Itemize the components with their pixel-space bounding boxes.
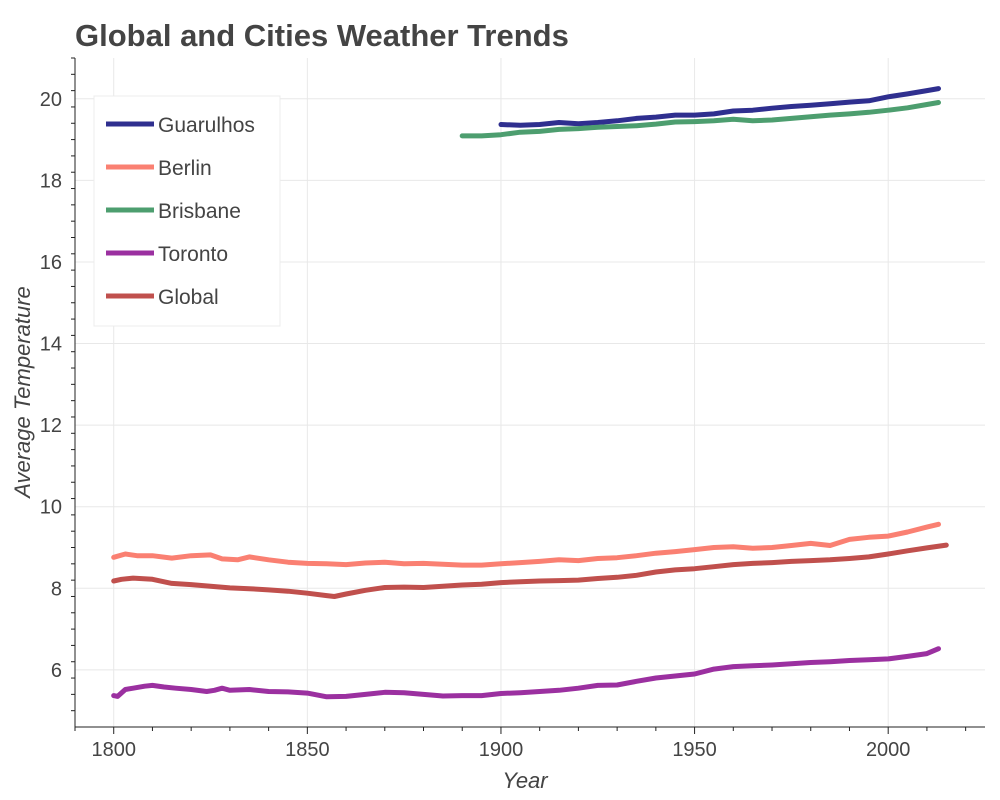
y-tick-label: 20 [40, 89, 62, 111]
axes: 1800 1850 1900 1950 2000 6 8 10 12 14 16 18 20 [40, 57, 985, 761]
y-tick-label: 12 [40, 415, 62, 437]
y-axis-label: Average Temperature [10, 286, 35, 500]
x-tick-label: 1900 [479, 739, 524, 761]
series-line-toronto [111, 646, 941, 700]
chart-title: Global and Cities Weather Trends [75, 18, 569, 53]
y-tick-label: 16 [40, 252, 62, 274]
x-tick-label: 1950 [672, 739, 717, 761]
y-tick-label: 18 [40, 170, 62, 192]
series-line-guarulhos [498, 86, 941, 128]
y-tick-label: 10 [40, 497, 62, 519]
x-tick-label: 1850 [285, 739, 330, 761]
series-line-global [111, 542, 949, 599]
x-tick-label: 1800 [91, 739, 136, 761]
legend: Guarulhos Berlin Brisbane Toronto Global [93, 95, 281, 327]
x-tick-label: 2000 [866, 739, 911, 761]
legend-label-toronto: Toronto [158, 243, 228, 266]
y-tick-label: 14 [40, 334, 62, 356]
legend-label-brisbane: Brisbane [158, 200, 241, 223]
x-axis-label: Year [502, 768, 549, 793]
legend-label-berlin: Berlin [158, 157, 212, 180]
series-layer [111, 86, 949, 700]
y-tick-label: 8 [51, 578, 62, 600]
series-line-brisbane [459, 100, 941, 139]
y-tick-label: 6 [51, 660, 62, 682]
legend-label-guarulhos: Guarulhos [158, 114, 255, 137]
series-line-berlin [111, 521, 941, 568]
legend-label-global: Global [158, 286, 219, 309]
